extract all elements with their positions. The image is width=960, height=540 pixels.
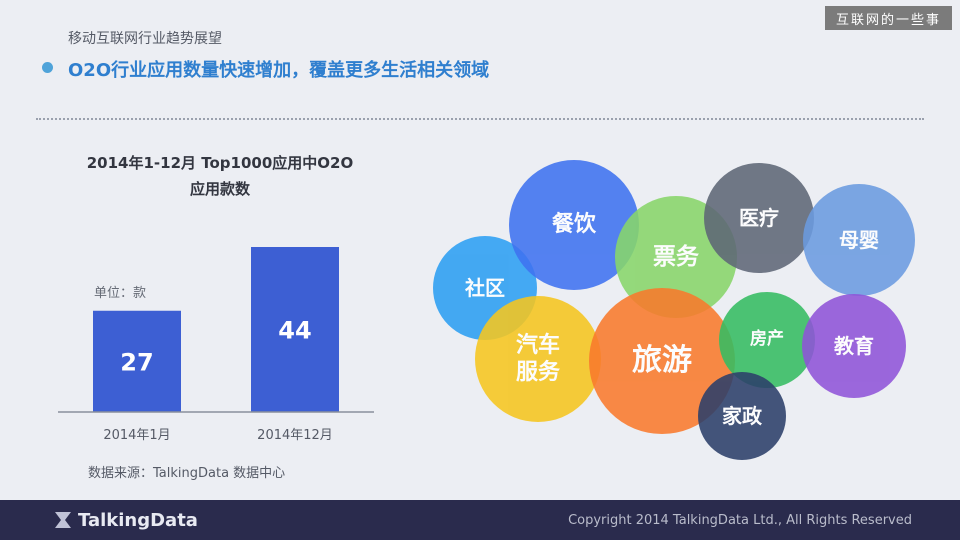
bubble-qiche: 汽车 服务 — [475, 296, 601, 422]
source-note: 数据来源：TalkingData 数据中心 — [88, 466, 286, 481]
bubble-canyin: 餐饮 — [509, 160, 639, 290]
footer-bar: TalkingData Copyright 2014 TalkingData L… — [0, 500, 960, 540]
bar-0 — [93, 310, 181, 412]
corner-tag: 互联网的一些事 — [825, 6, 952, 30]
dotted-divider — [36, 118, 924, 120]
x-tick-label-1: 2014年12月 — [257, 428, 333, 443]
logo-mark-icon — [55, 512, 71, 528]
headline: O2O行业应用数量快速增加，覆盖更多生活相关领域 — [68, 60, 490, 81]
bubble-muying: 母婴 — [803, 184, 915, 296]
section-title: 移动互联网行业趋势展望 — [68, 31, 222, 47]
bar-value-label-0: 27 — [120, 348, 153, 376]
bar-chart: 27 2014年1月 44 2014年12月 — [58, 247, 374, 443]
bubble-yiliao: 医疗 — [704, 163, 814, 273]
chart-title-line1: 2014年1-12月 Top1000应用中O2O — [86, 154, 354, 172]
logo-text: TalkingData — [78, 509, 198, 531]
chart-title-line2: 应用款数 — [189, 180, 250, 198]
brand-logo[interactable]: TalkingData — [50, 500, 198, 540]
chart-unit-label: 单位：款 — [94, 286, 147, 301]
headline-bullet — [42, 62, 53, 73]
bar-1 — [251, 247, 339, 412]
bubble-jiaoyu: 教育 — [802, 294, 906, 398]
bar-value-label-1: 44 — [278, 317, 311, 345]
x-tick-label-0: 2014年1月 — [103, 428, 170, 443]
copyright-text: Copyright 2014 TalkingData Ltd., All Rig… — [568, 512, 912, 528]
bubble-jiazheng: 家政 — [698, 372, 786, 460]
bubble-cluster: 社区 餐饮 票务 医疗 母婴 汽车 服务 旅游 房产 教育 家政 — [433, 160, 915, 460]
